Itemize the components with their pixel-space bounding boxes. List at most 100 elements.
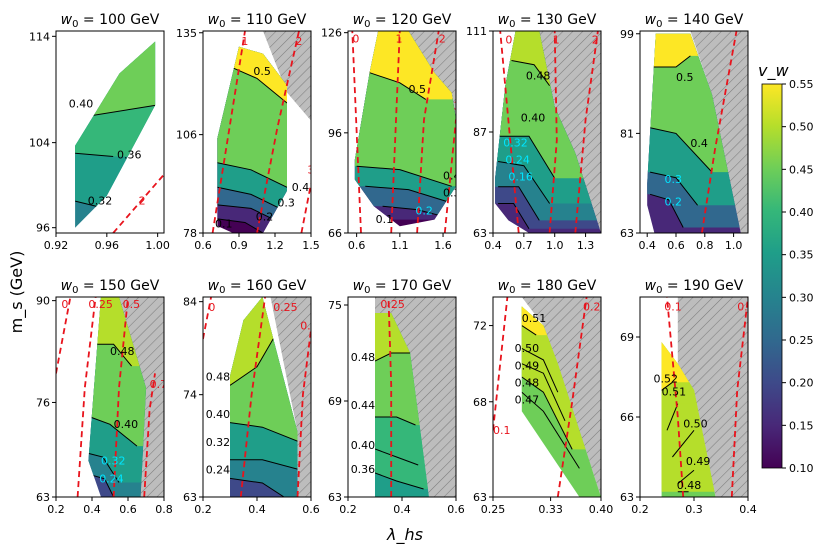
panel-title: w0 = 170 GeV [353, 278, 452, 296]
y-tick-label: 75 [328, 299, 342, 312]
contour-label: 0.5 [408, 83, 426, 96]
contour-label: 0 [61, 298, 68, 311]
red-dashed-line [112, 297, 129, 497]
red-dashed-line [296, 329, 311, 497]
panel-plot-area: 0 1 2 0.48 0.40 0.32 0.24 0.16 [495, 31, 601, 233]
x-tick-label: 1.0 [546, 239, 564, 252]
excluded-region [521, 297, 601, 497]
contour-bands [521, 306, 601, 469]
contour-line [521, 325, 537, 336]
panel-title: w0 = 140 GeV [645, 12, 744, 30]
y-tick-label: 135 [176, 27, 197, 40]
x-tick-label: 0.6 [348, 239, 366, 252]
red-dashed-line [701, 31, 738, 233]
axes-frame [202, 30, 312, 234]
contour-line [375, 472, 424, 490]
panel-plot-area: 0 1 2 0.5 3 0.4 0.3 0.2 0.1 [351, 31, 461, 233]
y-tick-label: 69 [328, 395, 342, 408]
x-tick-label: 0.6 [447, 503, 465, 516]
contour-label: 0.4 [690, 137, 708, 150]
contour-label: 0.2 [256, 211, 273, 224]
contour-label: 0.40 [206, 408, 231, 421]
contour-label: 0.48 [526, 69, 551, 82]
contour-bands [495, 31, 601, 230]
contour-label: 0.4 [292, 181, 310, 194]
x-tick-label: 0.9 [230, 239, 248, 252]
contour-label: 0.5 [253, 65, 271, 78]
contour-bands [230, 297, 298, 497]
contour-line [217, 186, 287, 213]
contour-label: 0.36 [351, 463, 376, 476]
red-dashed-line [730, 297, 748, 497]
y-tick-label: 63 [328, 491, 342, 504]
contour-line [375, 352, 411, 362]
y-tick-label: 114 [29, 30, 50, 43]
contour-line [230, 338, 274, 386]
contour-line [498, 161, 551, 204]
y-tick-label: 81 [620, 127, 634, 140]
contour-line [88, 452, 120, 483]
contour-line [382, 205, 444, 217]
red-dashed-line [548, 31, 558, 233]
red-dashed-line [112, 173, 164, 233]
contour-label: 0.25 [88, 298, 113, 311]
contour-label: 0.48 [515, 377, 540, 390]
contour-label: 0 [208, 301, 215, 314]
colorbar-tick-label: 0.45 [789, 163, 814, 176]
panel-0: 0.40 0.36 0.32 2 w0 = 100 GeV 0.92 0.96 1.00 96 1… [29, 12, 170, 252]
panel-5: 0 0.25 0.5 0.48 0.75 0.40 0.32 0.24 w0 = 150 GeV… [36, 278, 173, 516]
red-dashed-line [574, 31, 599, 233]
contour-label: 2 [295, 35, 302, 48]
x-tick-label: 0.25 [481, 503, 506, 516]
contour-label: 3 [307, 163, 314, 176]
red-dashed-line [666, 297, 685, 497]
contour-line [498, 135, 556, 179]
y-tick-label: 63 [473, 227, 487, 240]
contour-label: 0.48 [110, 345, 135, 358]
contour-label: 0.3 [443, 186, 461, 199]
colorbar-label: v_w [758, 61, 789, 81]
excluded-region [263, 31, 311, 121]
panel-8: 0.20.510.500.490.480.470.1w0 = 180 GeV0.… [473, 278, 613, 516]
axes-frame [55, 296, 165, 498]
contour-label: 1 [241, 35, 248, 48]
contour-line [521, 363, 566, 422]
colorbar-tick-label: 0.15 [789, 419, 814, 432]
contour-label: 0.1 [493, 424, 511, 437]
x-tick-label: 0.2 [339, 503, 357, 516]
colorbar-gradient [761, 83, 783, 469]
y-tick-label: 76 [36, 396, 50, 409]
contour-label: 0.25 [380, 298, 405, 311]
panel-plot-area: 0 0.25 0.5 0.48 0.75 0.40 0.32 0.24 [56, 297, 164, 497]
excluded-region [110, 297, 164, 497]
y-tick-label: 96 [36, 222, 50, 235]
panel-title: w0 = 160 GeV [208, 278, 307, 296]
excluded-region [408, 31, 456, 120]
excluded-region [677, 297, 748, 497]
contour-label: 0.25 [273, 301, 298, 314]
contour-label: 0.32 [101, 454, 126, 467]
y-tick-label: 72 [473, 320, 487, 333]
panel-plot-area: 1 2 0.5 3 0.4 0.3 0.2 0.1 [211, 31, 314, 233]
x-tick-label: 0.6 [194, 239, 212, 252]
y-tick-label: 96 [328, 127, 342, 140]
contour-label: 0.40 [351, 439, 376, 452]
contour-label: 0.40 [69, 98, 94, 111]
contour-label: 0.52 [654, 372, 679, 385]
contour-line [521, 347, 559, 393]
contour-label: 0.5 [300, 320, 318, 333]
panel-4: 0.5 0.4 0.3 0.2 w0 = 140 GeV 0.4 0.6 0.8 1.0 63 81… [620, 12, 749, 252]
red-dashed-line [76, 297, 97, 497]
red-dashed-line [211, 31, 246, 233]
x-tick-label: 0.4 [638, 239, 656, 252]
contour-line [653, 55, 691, 68]
panel-plot-area: 0.1 0.2 0.520.51 0.50 0.49 0.48 [654, 297, 748, 497]
x-tick-label: 1.3 [577, 239, 595, 252]
panel-plot-area: 0.25 0.48 0.44 0.40 0.36 [351, 297, 456, 497]
contour-line [230, 459, 298, 470]
contour-line [369, 72, 427, 100]
colorbar-tick-label: 0.55 [789, 78, 814, 91]
x-tick-label: 0.96 [95, 239, 120, 252]
